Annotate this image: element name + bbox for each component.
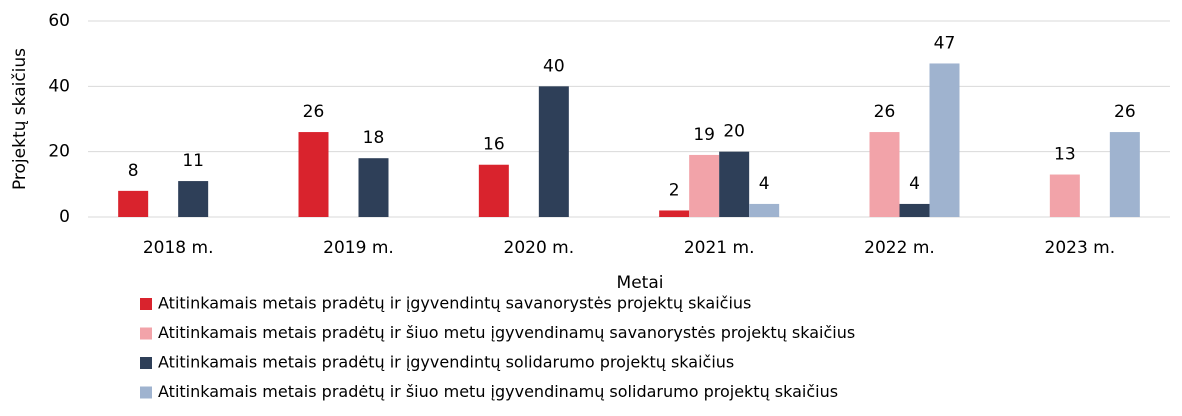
data-label: 19 xyxy=(693,125,715,145)
legend-item: Atitinkamais metais pradėtų ir įgyvendin… xyxy=(158,294,751,313)
y-tick-label: 0 xyxy=(59,207,70,227)
y-tick-label: 60 xyxy=(48,11,70,31)
data-label: 11 xyxy=(182,151,204,171)
bar xyxy=(719,151,750,217)
data-label: 40 xyxy=(543,56,565,76)
legend-item: Atitinkamais metais pradėtų ir šiuo metu… xyxy=(158,323,855,342)
y-axis-label: Projektų skaičius xyxy=(10,48,30,190)
data-label: 47 xyxy=(934,33,956,53)
x-tick-label: 2021 m. xyxy=(684,238,755,258)
y-tick-label: 20 xyxy=(48,142,70,162)
legend-swatch xyxy=(140,327,152,340)
x-tick-label: 2019 m. xyxy=(323,238,394,258)
data-label: 16 xyxy=(483,135,505,155)
x-tick-label: 2022 m. xyxy=(864,238,935,258)
x-tick-label: 2018 m. xyxy=(143,238,214,258)
bar xyxy=(659,210,690,217)
y-tick-label: 40 xyxy=(48,76,70,96)
data-label: 4 xyxy=(909,174,920,194)
bar xyxy=(899,203,930,217)
bar xyxy=(1049,174,1080,217)
data-label: 2 xyxy=(669,180,680,200)
bar xyxy=(749,203,780,217)
x-tick-label: 2023 m. xyxy=(1045,238,1116,258)
legend-swatch xyxy=(140,298,152,310)
bar xyxy=(478,164,509,217)
bar xyxy=(298,132,329,217)
legend-swatch xyxy=(140,386,152,399)
bar xyxy=(178,181,209,217)
legend-item: Atitinkamais metais pradėtų ir įgyvendin… xyxy=(158,353,734,372)
bar xyxy=(869,132,900,217)
data-label: 4 xyxy=(759,174,770,194)
data-label: 20 xyxy=(723,122,745,142)
bar xyxy=(929,63,960,217)
data-label: 13 xyxy=(1054,145,1076,165)
data-label: 18 xyxy=(363,128,385,148)
x-axis-label: Metai xyxy=(617,273,664,293)
legend-swatch xyxy=(140,357,152,369)
bar xyxy=(1109,132,1140,217)
data-label: 8 xyxy=(128,161,139,181)
data-label: 26 xyxy=(1114,102,1136,122)
data-label: 26 xyxy=(303,102,325,122)
data-label: 26 xyxy=(874,102,896,122)
legend-item: Atitinkamais metais pradėtų ir šiuo metu… xyxy=(158,382,838,401)
bar xyxy=(358,158,389,217)
bar xyxy=(689,154,720,217)
bar xyxy=(538,86,569,217)
bar xyxy=(118,190,149,217)
x-tick-label: 2020 m. xyxy=(504,238,575,258)
